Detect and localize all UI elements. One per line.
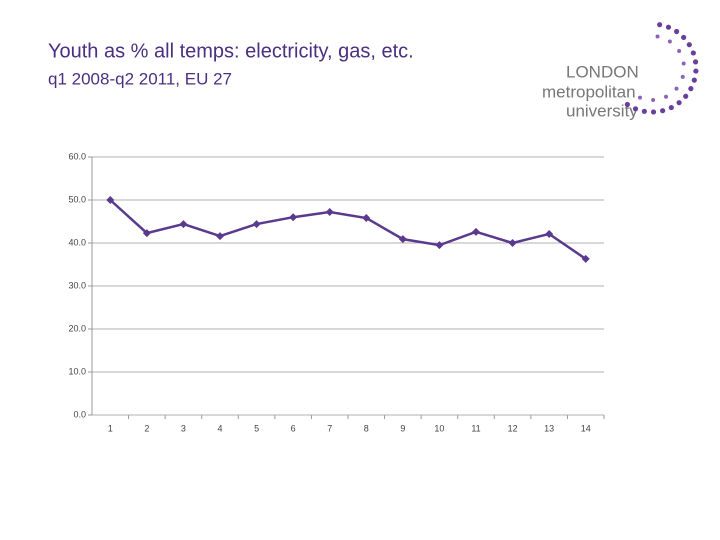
x-tick-label: 7 xyxy=(327,423,332,433)
data-point xyxy=(216,232,224,241)
logo-dot xyxy=(651,97,656,102)
y-tick-label: 10.0 xyxy=(68,366,86,376)
y-tick-label: 60.0 xyxy=(68,151,86,161)
data-point xyxy=(289,213,298,222)
chart-subtitle: q1 2008-q2 2011, EU 27 xyxy=(48,69,232,88)
x-tick-label: 1 xyxy=(108,423,113,433)
logo-dot xyxy=(667,39,672,44)
y-tick-label: 30.0 xyxy=(68,280,86,290)
data-point xyxy=(106,196,115,204)
logo-dot xyxy=(681,61,686,66)
data-point xyxy=(325,208,334,217)
logo-dot xyxy=(686,42,692,48)
logo-dot xyxy=(690,50,696,56)
logo-dot xyxy=(674,28,680,35)
logo-text: university xyxy=(566,101,638,120)
logo-dot xyxy=(692,59,699,65)
y-tick-label: 20.0 xyxy=(68,323,86,333)
logo-dot xyxy=(655,34,660,39)
x-tick-label: 5 xyxy=(254,423,259,433)
data-point xyxy=(508,239,517,247)
logo-text: LONDON xyxy=(566,62,639,81)
logo-dot xyxy=(677,49,682,54)
data-point xyxy=(435,241,444,250)
logo-dot xyxy=(680,74,685,79)
x-tick-label: 6 xyxy=(291,423,296,433)
data-line xyxy=(109,199,587,260)
logo-dot xyxy=(624,101,630,108)
data-point xyxy=(362,214,371,223)
x-tick-label: 12 xyxy=(508,423,518,433)
x-tick-label: 4 xyxy=(217,423,222,433)
logo: LONDON metropolitan university xyxy=(542,22,699,120)
data-point xyxy=(545,229,554,238)
x-tick-label: 8 xyxy=(364,423,369,433)
logo-dot xyxy=(650,109,657,115)
y-tick-label: 0.0 xyxy=(73,409,86,419)
logo-dot xyxy=(681,34,687,41)
chart-title: Youth as % all temps: electricity, gas, … xyxy=(48,40,414,62)
logo-dot xyxy=(691,77,697,83)
y-tick-label: 50.0 xyxy=(68,194,86,204)
data-point xyxy=(472,227,480,236)
logo-dot xyxy=(657,22,663,28)
logo-dot xyxy=(674,86,679,91)
x-tick-label: 10 xyxy=(434,423,444,433)
data-point xyxy=(581,254,590,263)
y-tick-label: 40.0 xyxy=(68,237,86,247)
data-point xyxy=(398,235,407,244)
data-point xyxy=(179,220,188,229)
logo-dot xyxy=(641,108,647,114)
x-tick-label: 14 xyxy=(581,423,591,433)
logo-dot xyxy=(683,93,689,99)
logo-dot xyxy=(664,94,669,99)
x-tick-label: 11 xyxy=(471,423,480,433)
logo-dot xyxy=(632,106,639,112)
x-tick-label: 9 xyxy=(400,423,405,433)
logo-dot xyxy=(660,108,666,114)
logo-dot xyxy=(668,104,674,111)
logo-dot xyxy=(688,86,694,92)
logo-dot xyxy=(638,95,643,100)
logo-dot xyxy=(665,24,672,30)
logo-dot xyxy=(676,100,682,106)
data-point xyxy=(142,229,151,238)
x-tick-label: 2 xyxy=(144,423,149,433)
logo-text: metropolitan xyxy=(542,82,636,101)
data-point xyxy=(252,220,261,229)
logo-dot xyxy=(693,68,699,74)
x-tick-label: 13 xyxy=(544,423,554,433)
x-tick-label: 3 xyxy=(181,423,186,433)
